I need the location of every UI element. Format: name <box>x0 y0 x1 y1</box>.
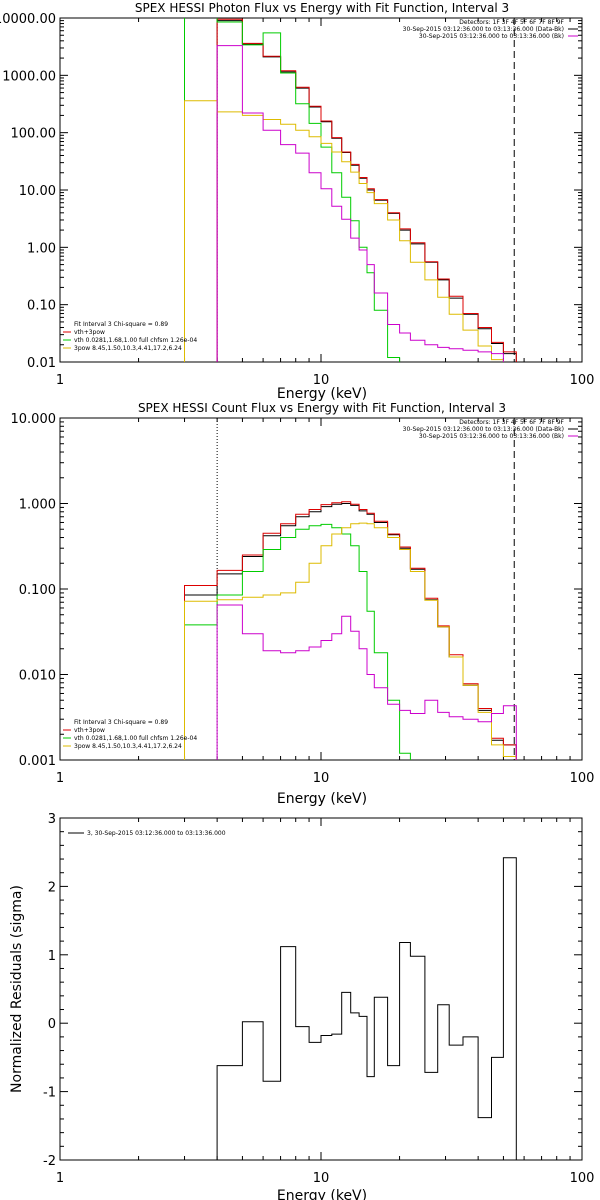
photon-flux-x-tick-label: 10 <box>313 373 330 388</box>
count-flux-header-line: 30-Sep-2015 03:12:36.000 to 03:13:36.000… <box>403 426 564 433</box>
residuals-x-tick-label: 10 <box>313 1171 330 1186</box>
count-flux-legend-entry: 3pow 8.45,1.50,10.3,4.41,17.2,6.24 <box>74 743 182 750</box>
photon-flux-header-line: Detectors: 1F 3F 4F 5F 6F 7F 8F 9F <box>459 19 564 26</box>
residuals-series-3-30-sep-2015-03-12-36-0 <box>216 857 517 1160</box>
residuals-y-tick-label: -1 <box>43 1086 56 1101</box>
count-flux-title: SPEX HESSI Count Flux vs Energy with Fit… <box>138 401 506 415</box>
count-flux-series-bk <box>216 604 517 760</box>
residuals-y-tick-label: 2 <box>48 880 56 895</box>
photon-flux-series-data-bk <box>216 20 517 362</box>
photon-flux-x-tick-label: 1 <box>56 373 64 388</box>
count-flux-series-3pow <box>184 522 517 760</box>
photon-flux-y-tick-label: 100.00 <box>11 127 57 142</box>
residuals-y-tick-label: 1 <box>48 949 56 964</box>
count-flux-x-tick-label: 10 <box>313 771 330 786</box>
count-flux-series-vth <box>184 523 411 760</box>
photon-flux-series-vth-3pow <box>216 18 517 362</box>
count-flux-y-tick-label: 0.010 <box>19 669 56 684</box>
photon-flux-y-tick-label: 0.01 <box>27 356 56 371</box>
count-flux-header-line: Detectors: 1F 3F 4F 5F 6F 7F 8F 9F <box>459 419 564 426</box>
photon-flux-y-tick-label: 1.00 <box>27 241 56 256</box>
photon-flux-series-group <box>184 18 517 362</box>
photon-flux-plot-frame <box>59 17 583 363</box>
photon-flux-y-tick-label: 10000.00 <box>0 12 56 27</box>
count-flux-y-tick-label: 0.001 <box>19 754 56 769</box>
photon-flux-header-line: 30-Sep-2015 03:12:36.000 to 03:13:36.000… <box>419 33 564 40</box>
photon-flux-legend-entry: Fit Interval 3 Chi-square = 0.89 <box>74 321 168 328</box>
photon-flux-x-tick-label: 100 <box>570 373 595 388</box>
count-flux-marks: 1 10 100 10.000 1.000 0.100 0.010 0.001 Detector… <box>11 412 595 786</box>
count-flux-header-line: 30-Sep-2015 03:12:36.000 to 03:13:36.000… <box>419 433 564 440</box>
residuals-x-tick-label: 1 <box>56 1171 64 1186</box>
residuals-y-tick-label: 0 <box>48 1017 56 1032</box>
residuals-series-group <box>216 857 517 1160</box>
residuals-y-tick-label: 3 <box>48 812 56 827</box>
residuals-x-tick-label: 100 <box>570 1171 595 1186</box>
photon-flux-title: SPEX HESSI Photon Flux vs Energy with Fi… <box>135 1 509 15</box>
count-flux-legend-entry: vth+3pow <box>74 727 105 734</box>
residuals-y-axis-label: Normalized Residuals (sigma) <box>9 885 25 1093</box>
residuals-x-axis-label: Energy (keV) <box>277 1188 367 1200</box>
photon-flux-series-vth <box>184 18 401 362</box>
photon-flux-y-tick-label: 1000.00 <box>2 69 56 84</box>
photon-flux-series-bk <box>216 45 504 362</box>
count-flux-legend-entry: vth 0.0281,1.68,1.00 full chfsm 1.26e-04 <box>74 735 197 742</box>
count-flux-y-tick-label: 0.100 <box>19 583 56 598</box>
count-flux-x-axis-label: Energy (keV) <box>277 791 367 807</box>
count-flux-y-tick-label: 10.000 <box>11 412 57 427</box>
count-flux-x-tick-label: 1 <box>56 771 64 786</box>
photon-flux-series-3pow <box>184 100 504 362</box>
photon-flux-marks: 1 10 100 10000.00 1000.00 100.00 10.00 1.00 0.10… <box>0 12 595 388</box>
photon-flux-header-line: 30-Sep-2015 03:12:36.000 to 03:13:36.000… <box>403 26 564 33</box>
photon-flux-legend-entry: vth+3pow <box>74 329 105 336</box>
count-flux-y-tick-label: 1.000 <box>19 498 56 513</box>
count-flux-series-group <box>184 501 517 760</box>
count-flux-legend-entry: Fit Interval 3 Chi-square = 0.89 <box>74 719 168 726</box>
photon-flux-legend-entry: 3pow 8.45,1.50,10.3,4.41,17.2,6.24 <box>74 345 182 352</box>
count-flux-x-tick-label: 100 <box>570 771 595 786</box>
residuals-y-tick-label: -2 <box>43 1154 56 1169</box>
photon-flux-y-tick-label: 10.00 <box>19 184 56 199</box>
photon-flux-x-axis-label: Energy (keV) <box>277 386 367 402</box>
photon-flux-legend-entry: vth 0.0281,1.68,1.00 full chfsm 1.26e-04 <box>74 337 197 344</box>
photon-flux-y-tick-label: 0.10 <box>27 299 56 314</box>
residuals-legend-entry: 3, 30-Sep-2015 03:12:36.000 to 03:13:36.… <box>87 830 226 837</box>
